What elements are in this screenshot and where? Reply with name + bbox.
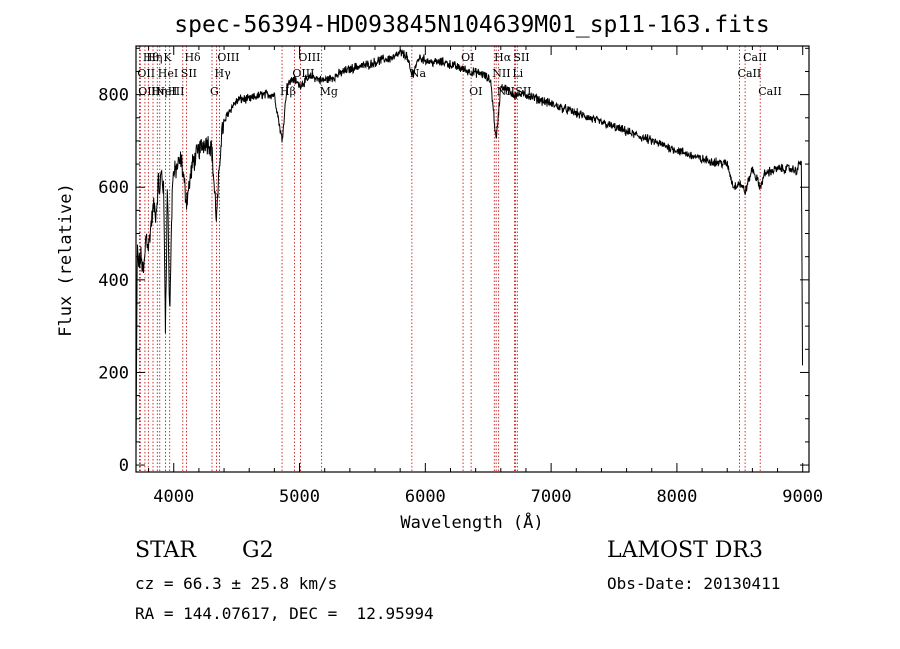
plot-frame bbox=[135, 45, 810, 473]
y-tick-label-2: 400 bbox=[98, 271, 129, 291]
line-label-18: Na bbox=[410, 67, 427, 80]
x-tick-label-2: 6000 bbox=[405, 487, 446, 507]
line-label-0: OII bbox=[137, 67, 155, 80]
line-label-22: Hα bbox=[494, 51, 512, 64]
line-label-13: OIII bbox=[217, 51, 239, 64]
line-label-2: Hθ bbox=[143, 51, 160, 64]
line-label-7: K bbox=[163, 51, 172, 64]
x-tick-label-0: 4000 bbox=[153, 487, 194, 507]
y-axis-label: Flux (relative) bbox=[56, 183, 76, 337]
x-tick-label-3: 7000 bbox=[531, 487, 572, 507]
axis-ticks: 4000 5000 6000 7000 8000 9000 0 200 400 600 800 bbox=[98, 46, 823, 507]
line-label-4: Hη bbox=[151, 85, 167, 98]
x-tick-label-4: 8000 bbox=[656, 487, 697, 507]
line-label-25: SII bbox=[513, 51, 529, 64]
line-label-26: SII bbox=[515, 85, 531, 98]
line-label-12: Hγ bbox=[215, 67, 232, 80]
line-label-10: Hδ bbox=[184, 51, 201, 64]
line-label-14: Hβ bbox=[280, 85, 296, 98]
ra-dec: RA = 144.07617, DEC = 12.95994 bbox=[135, 604, 434, 623]
line-label-27: CaII bbox=[738, 67, 762, 80]
line-label-21: NII bbox=[492, 67, 510, 80]
y-tick-label-0: 0 bbox=[119, 456, 129, 476]
line-labels: OIIOIIHθHηHηNeIIIHeIKHSIIHδGHγOIIIHβOIII… bbox=[137, 51, 781, 98]
object-class: STAR bbox=[135, 538, 196, 563]
y-tick-label-1: 200 bbox=[98, 363, 129, 383]
line-label-11: G bbox=[210, 85, 219, 98]
y-tick-label-3: 600 bbox=[98, 178, 129, 198]
chart-title: spec-56394-HD093845N104639M01_sp11-163.f… bbox=[174, 12, 769, 38]
survey-name: LAMOST DR3 bbox=[607, 538, 763, 563]
x-axis-label: Wavelength (Å) bbox=[400, 511, 543, 533]
redshift-cz: cz = 66.3 ± 25.8 km/s bbox=[135, 574, 338, 593]
line-label-20: OI bbox=[469, 85, 482, 98]
line-label-23: NII bbox=[497, 85, 515, 98]
spectrum-line bbox=[135, 48, 803, 455]
line-label-16: OIII bbox=[298, 51, 320, 64]
line-label-8: H bbox=[168, 85, 178, 98]
line-label-29: CaII bbox=[758, 85, 782, 98]
line-label-17: Mg bbox=[320, 85, 338, 98]
line-label-3: Hη bbox=[146, 51, 162, 64]
line-markers bbox=[138, 46, 761, 472]
x-tick-label-5: 9000 bbox=[782, 487, 823, 507]
x-tick-label-1: 5000 bbox=[279, 487, 320, 507]
line-label-19: OI bbox=[461, 51, 474, 64]
y-tick-label-4: 800 bbox=[98, 86, 129, 106]
object-subclass: G2 bbox=[242, 538, 274, 563]
line-label-9: SII bbox=[181, 67, 197, 80]
line-label-6: HeI bbox=[158, 67, 178, 80]
line-label-1: OII bbox=[138, 85, 156, 98]
observation-date: Obs-Date: 20130411 bbox=[607, 574, 781, 593]
line-label-5: NeIII bbox=[155, 85, 184, 98]
line-label-15: OIII bbox=[292, 67, 314, 80]
line-label-24: Li bbox=[512, 67, 523, 80]
line-label-28: CaII bbox=[743, 51, 767, 64]
